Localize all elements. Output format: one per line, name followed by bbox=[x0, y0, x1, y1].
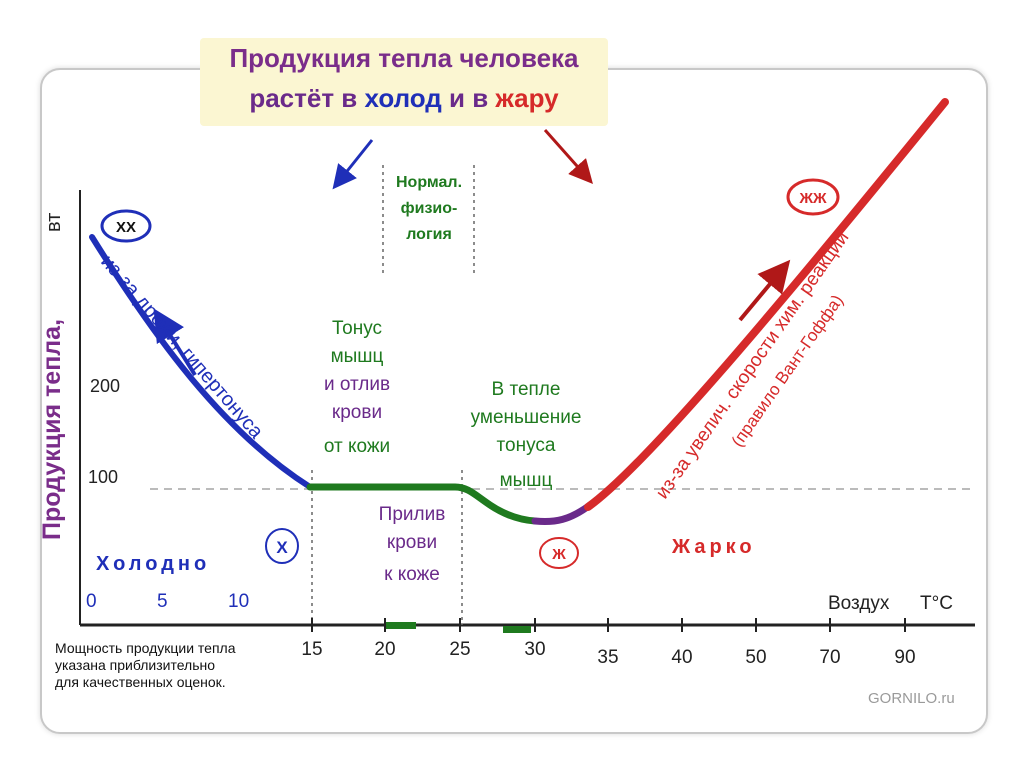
tone-line2: мышц bbox=[331, 346, 384, 367]
footnote: Мощность продукции тепла указана приблиз… bbox=[55, 640, 236, 691]
badge-x-text: Х bbox=[276, 538, 288, 557]
x-tick-5: 5 bbox=[157, 591, 168, 612]
influx-line2: крови bbox=[387, 532, 437, 553]
x-ticks bbox=[311, 618, 906, 632]
x-tick-25: 25 bbox=[449, 639, 470, 660]
normal-zone-line3: логия bbox=[406, 226, 452, 243]
y-tick-200: 200 bbox=[90, 376, 120, 396]
tone-line1: Тонус bbox=[332, 318, 382, 339]
arrow-hot-up bbox=[738, 259, 791, 322]
x-tick-40: 40 bbox=[671, 647, 692, 668]
tone-line5: от кожи bbox=[324, 436, 390, 457]
watermark: GORNILO.ru bbox=[868, 690, 955, 707]
title-word-cold: холод bbox=[364, 83, 442, 113]
badge-zhzh-circle bbox=[786, 178, 840, 216]
chart-title: Продукция тепла человека растёт в холод … bbox=[200, 38, 608, 126]
normal-zone-line2: физио- bbox=[401, 200, 458, 217]
footnote-line2: указана приблизительно bbox=[55, 657, 216, 673]
influx-line3: к коже bbox=[384, 564, 440, 585]
axis-marker-normal-2 bbox=[503, 626, 531, 633]
arrow-title-hot bbox=[543, 129, 593, 184]
annot-hot-line1: из-за увелич. скорости хим. реакций bbox=[652, 228, 854, 503]
annot-shiver: из-за дрожи, гипертонуса bbox=[96, 251, 268, 444]
badge-xx-text: ХХ bbox=[116, 219, 136, 236]
warm-line4: мышц bbox=[500, 470, 553, 491]
badge-zh-circle bbox=[539, 537, 579, 569]
y-axis-label: Продукция тепла, bbox=[38, 319, 66, 540]
tone-line4: крови bbox=[332, 402, 382, 423]
label-hot: Жарко bbox=[671, 536, 756, 558]
series-normal bbox=[306, 483, 539, 525]
x-tick-35: 35 bbox=[597, 647, 618, 668]
title-pre: растёт в bbox=[249, 83, 365, 113]
tone-line3: и отлив bbox=[324, 374, 390, 395]
arrow-title-cold bbox=[332, 139, 374, 190]
footnote-line1: Мощность продукции тепла bbox=[55, 640, 236, 656]
normal-zone-line1: Нормал. bbox=[396, 174, 462, 191]
x-tick-70: 70 bbox=[819, 647, 840, 668]
x-tick-10: 10 bbox=[228, 591, 249, 612]
x-axis-label-air: Воздух bbox=[828, 593, 890, 614]
x-tick-0: 0 bbox=[86, 591, 97, 612]
arrow-cold-up bbox=[153, 308, 197, 377]
x-tick-90: 90 bbox=[894, 647, 915, 668]
series-hot bbox=[584, 98, 949, 511]
warm-line2: уменьшение bbox=[471, 407, 582, 428]
x-tick-15: 15 bbox=[301, 639, 322, 660]
series-transition bbox=[531, 501, 594, 526]
badge-x-circle bbox=[265, 528, 299, 564]
x-tick-50: 50 bbox=[745, 647, 766, 668]
warm-line1: В тепле bbox=[492, 379, 561, 400]
series-cold bbox=[89, 234, 313, 490]
x-tick-30: 30 bbox=[524, 639, 545, 660]
badge-zhzh-text: ЖЖ bbox=[798, 190, 827, 207]
badge-xx-circle bbox=[100, 209, 152, 243]
title-line-1: Продукция тепла человека bbox=[229, 43, 579, 73]
badge-zh-text: Ж bbox=[551, 546, 566, 563]
title-line-2: растёт в холод и в жару bbox=[200, 78, 608, 118]
x-axis-label-unit: T°C bbox=[920, 593, 953, 614]
title-word-hot: жару bbox=[495, 83, 559, 113]
influx-line1: Прилив bbox=[379, 504, 446, 525]
y-axis-unit: вт bbox=[43, 213, 65, 232]
x-tick-20: 20 bbox=[374, 639, 395, 660]
label-cold: Холодно bbox=[96, 553, 210, 575]
axis-marker-normal-1 bbox=[386, 622, 416, 629]
warm-line3: тонуса bbox=[497, 435, 556, 456]
y-tick-100: 100 bbox=[88, 467, 118, 487]
footnote-line3: для качественных оценок. bbox=[55, 674, 226, 690]
title-mid: и в bbox=[441, 83, 496, 113]
